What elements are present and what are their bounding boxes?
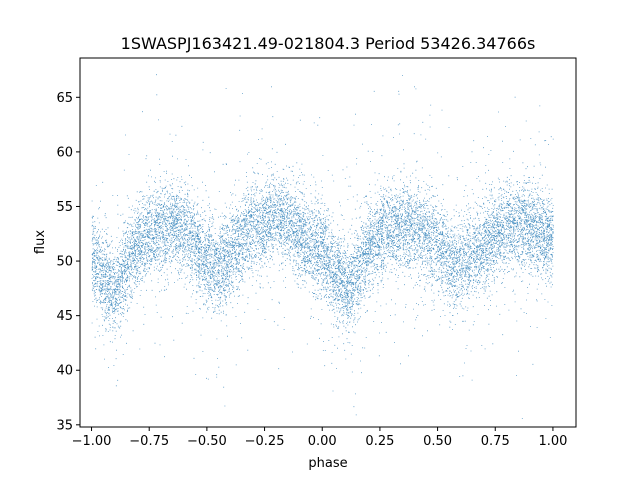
y-tick-label: 45: [56, 309, 73, 324]
y-axis-ticks: 35 40 45 50 55 60 65: [56, 91, 80, 433]
x-tick-label: −1.00: [72, 434, 112, 449]
y-tick-label: 50: [56, 255, 73, 270]
x-tick-label: 0.50: [423, 434, 452, 449]
chart-title: 1SWASPJ163421.49-021804.3 Period 53426.3…: [121, 34, 536, 53]
x-tick-label: −0.50: [187, 434, 227, 449]
plot-frame: [79, 57, 577, 428]
x-axis-label: phase: [308, 456, 347, 471]
y-tick-label: 35: [56, 418, 73, 433]
y-tick-label: 40: [56, 364, 73, 379]
y-tick-label: 65: [56, 91, 73, 106]
y-tick-label: 55: [56, 200, 73, 215]
x-tick-label: 1.00: [538, 434, 567, 449]
x-tick-label: −0.25: [245, 434, 285, 449]
y-tick-label: 60: [56, 145, 73, 160]
x-tick-label: 0.75: [481, 434, 510, 449]
x-tick-label: −0.75: [129, 434, 169, 449]
y-axis-label: flux: [33, 230, 48, 254]
x-tick-label: 0.25: [365, 434, 394, 449]
x-tick-label: 0.00: [308, 434, 337, 449]
x-axis-ticks: −1.00 −0.75 −0.50 −0.25 0.00 0.25 0.50 0.75 1.00: [72, 427, 567, 449]
